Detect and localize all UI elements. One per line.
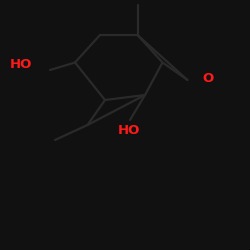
Text: HO: HO bbox=[10, 58, 32, 71]
Text: HO: HO bbox=[118, 124, 140, 136]
Text: O: O bbox=[202, 72, 214, 85]
